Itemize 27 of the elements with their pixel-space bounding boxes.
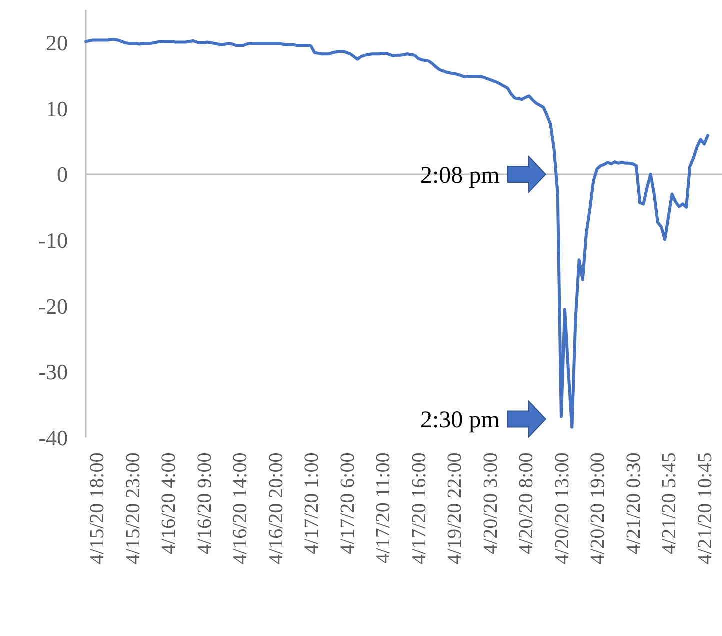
x-tick-label: 4/15/20 23:00 bbox=[122, 452, 144, 564]
x-tick-label: 4/17/20 1:00 bbox=[301, 452, 324, 554]
x-tick-label: 4/15/20 18:00 bbox=[86, 452, 109, 564]
x-tick-label: 4/16/20 14:00 bbox=[230, 452, 252, 564]
x-tick-label: 4/17/20 11:00 bbox=[372, 452, 395, 564]
x-tick-label: 4/20/20 8:00 bbox=[516, 452, 538, 554]
x-tick-label: 4/16/20 9:00 bbox=[194, 452, 216, 554]
annotation: 2:30 pm bbox=[420, 408, 500, 434]
x-tick-label: 4/16/20 4:00 bbox=[158, 452, 180, 554]
y-tick-label: -40 bbox=[38, 426, 68, 450]
x-tick-label: 4/17/20 16:00 bbox=[408, 452, 430, 564]
y-tick-label: -10 bbox=[38, 228, 68, 254]
x-tick-label: 4/21/20 0:30 bbox=[622, 452, 645, 554]
y-tick-label: -30 bbox=[38, 360, 68, 385]
x-tick-label: 4/16/20 20:00 bbox=[265, 452, 288, 564]
x-tick-label: 4/20/20 3:00 bbox=[480, 452, 502, 554]
x-tick-label: 4/21/20 5:45 bbox=[658, 452, 681, 554]
x-tick-label: 4/17/20 6:00 bbox=[336, 452, 359, 554]
x-tick-label: 4/21/20 10:45 bbox=[694, 452, 716, 564]
x-tick-label: 4/20/20 13:00 bbox=[551, 452, 574, 564]
x-tick-label: 4/20/20 19:00 bbox=[587, 452, 610, 564]
y-tick-label: -20 bbox=[38, 294, 68, 319]
annotation: 2:08 pm bbox=[420, 162, 500, 189]
y-tick-label: 0 bbox=[57, 162, 68, 188]
y-tick-label: 20 bbox=[46, 30, 68, 56]
x-tick-label: 4/19/20 22:00 bbox=[444, 452, 466, 564]
y-tick-label: 10 bbox=[46, 96, 68, 122]
